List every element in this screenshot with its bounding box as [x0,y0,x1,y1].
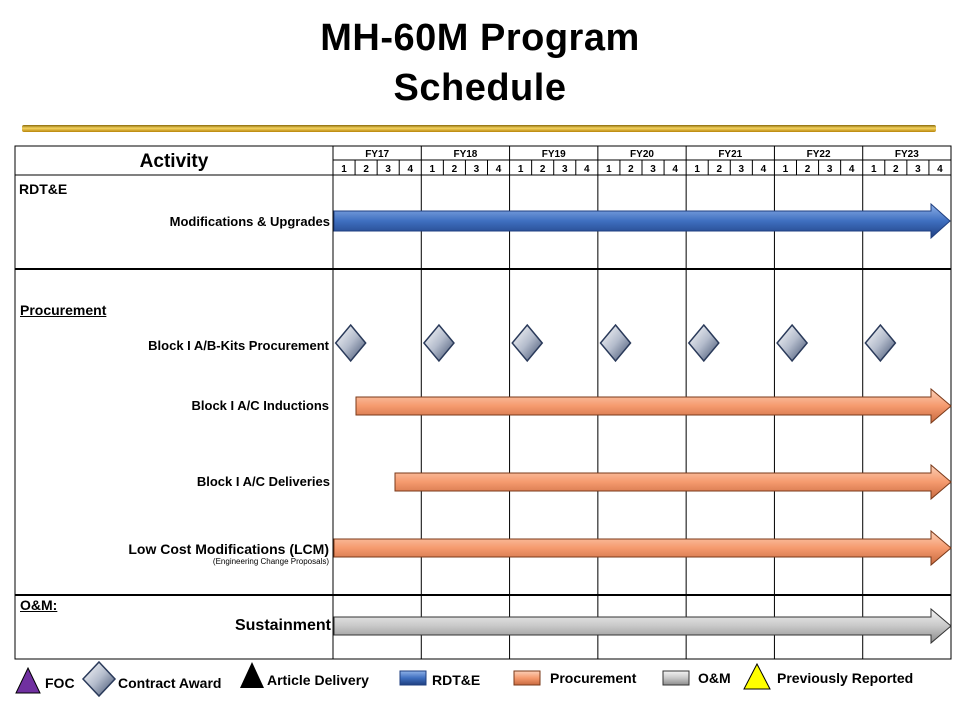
quarter-label: 2 [628,164,634,175]
quarter-label: 4 [937,164,943,175]
activity-lcm-sub: (Engineering Change Proposals) [212,557,329,566]
quarter-label: 2 [805,164,811,175]
quarter-label: 1 [606,164,612,175]
contract-award-diamond [864,323,897,363]
contract-award-diamond [511,323,544,363]
quarter-label: 2 [893,164,899,175]
quarter-label: 2 [363,164,369,175]
rdte-legend-icon [399,670,427,686]
contract-award-diamond [687,323,720,363]
fy-label: FY19 [542,149,566,160]
contract-award-legend-icon [81,660,117,698]
foc-legend-icon [15,666,41,694]
title-rule [22,125,936,132]
activity-kits: Block I A/B-Kits Procurement [148,338,329,353]
sustainment-bar [333,607,952,645]
section-rdte: RDT&E [19,181,68,197]
quarter-label: 3 [827,164,833,175]
legend-article-delivery: Article Delivery [267,672,369,688]
fy-label: FY18 [453,149,477,160]
fy-label: FY22 [807,149,831,160]
quarter-label: 4 [496,164,502,175]
om-legend-icon [662,670,690,686]
lcm-bar [333,529,952,567]
fy-label: FY23 [895,149,919,160]
activity-sustainment: Sustainment [234,617,331,634]
activity-inductions: Block I A/C Inductions [191,398,329,413]
section-procurement: Procurement [20,302,107,318]
fy-label: FY21 [718,149,742,160]
contract-award-diamond [776,323,809,363]
article-delivery-legend-icon [240,662,264,688]
rdte-bar [333,202,951,240]
quarter-label: 3 [915,164,921,175]
contract-award-diamond [599,323,632,363]
activity-mods: Modifications & Upgrades [169,214,330,229]
quarter-label: 3 [739,164,745,175]
quarter-label: 2 [540,164,546,175]
legend-om: O&M [698,670,731,686]
quarter-label: 1 [694,164,700,175]
inductions-bar [355,387,952,425]
page-title-line1: MH-60M Program [320,17,640,59]
legend-previously-reported: Previously Reported [777,670,914,686]
quarter-label: 1 [518,164,524,175]
quarter-label: 3 [474,164,480,175]
quarter-label: 3 [650,164,656,175]
legend-rdte: RDT&E [432,672,481,688]
quarter-label: 4 [407,164,413,175]
quarter-label: 1 [341,164,347,175]
legend-procurement: Procurement [550,670,637,686]
quarter-label: 4 [761,164,767,175]
quarter-label: 1 [430,164,436,175]
quarter-label: 2 [716,164,722,175]
quarter-label: 4 [584,164,590,175]
fy-label: FY17 [365,149,389,160]
quarter-label: 2 [452,164,458,175]
fy-label: FY20 [630,149,654,160]
section-om: O&M: [20,597,58,613]
contract-award-diamond [334,323,367,363]
contract-award-diamond [422,323,455,363]
activity-lcm: Low Cost Modifications (LCM) [128,541,329,557]
quarter-label: 1 [871,164,877,175]
procurement-legend-icon [513,670,541,686]
page-title-line2: Schedule [393,67,567,109]
deliveries-bar [394,463,952,501]
quarter-label: 4 [849,164,855,175]
quarter-label: 3 [562,164,568,175]
activity-header: Activity [139,151,209,172]
legend-contract-award: Contract Award [118,675,222,691]
quarter-label: 3 [385,164,391,175]
quarter-label: 4 [672,164,678,175]
activity-deliveries: Block I A/C Deliveries [196,474,330,489]
legend-foc: FOC [45,675,75,691]
quarter-label: 1 [783,164,789,175]
previously-reported-legend-icon [743,662,771,690]
